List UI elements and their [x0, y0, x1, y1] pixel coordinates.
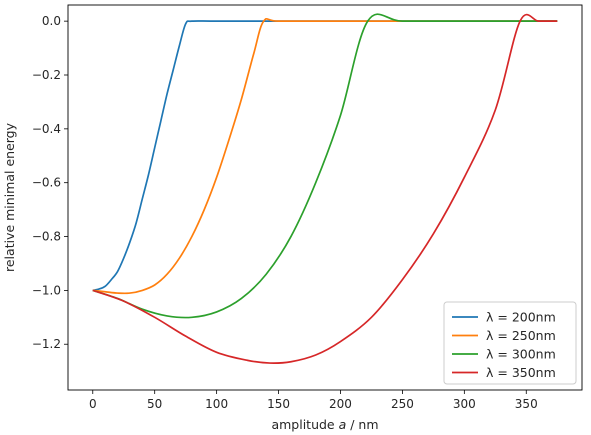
y-tick-label: −0.8: [32, 230, 61, 244]
y-axis-ticks: 0.0 −0.2 −0.4 −0.6 −0.8 −1.0 −1.2: [32, 14, 68, 351]
x-axis-label-suffix: / nm: [346, 417, 378, 432]
y-tick-label: −0.6: [32, 176, 61, 190]
x-axis-label-prefix: amplitude: [271, 417, 338, 432]
y-tick-label: −1.2: [32, 337, 61, 351]
x-tick-label: 0: [89, 397, 97, 411]
legend-entry-label: λ = 200nm: [486, 310, 556, 325]
y-tick-label: −0.4: [32, 122, 61, 136]
x-tick-label: 250: [391, 397, 414, 411]
series-line-2: [92, 17, 558, 295]
legend-entry-label: λ = 250nm: [486, 328, 556, 343]
x-tick-label: 200: [329, 397, 352, 411]
series-line-1: [92, 20, 558, 292]
series-line-3: [92, 13, 558, 319]
legend-entry-label: λ = 300nm: [486, 347, 556, 362]
x-tick-label: 100: [205, 397, 228, 411]
x-tick-label: 50: [147, 397, 162, 411]
legend: λ = 200nm λ = 250nm λ = 300nm λ = 350nm: [443, 301, 577, 385]
y-tick-label: −1.0: [32, 283, 61, 297]
y-tick-label: 0.0: [42, 14, 61, 28]
x-tick-label: 300: [453, 397, 476, 411]
plot-frame: [67, 4, 583, 391]
y-axis-label: relative minimal energy: [2, 122, 17, 272]
y-tick-label: −0.2: [32, 68, 61, 82]
series-line-4: [92, 13, 558, 365]
x-axis-label-variable: a: [339, 417, 347, 432]
x-axis-label: amplitude a / nm: [271, 417, 378, 432]
x-axis-ticks: 0 50 100 150 200 250 300 350: [89, 390, 538, 411]
x-tick-label: 350: [515, 397, 538, 411]
plot-lines: [92, 13, 558, 365]
legend-entry-label: λ = 350nm: [486, 365, 556, 380]
x-tick-label: 150: [267, 397, 290, 411]
legend-box: [443, 301, 577, 385]
